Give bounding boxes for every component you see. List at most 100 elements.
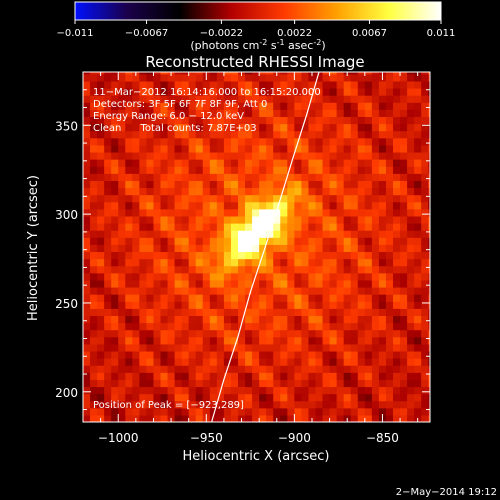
heatmap-cell — [273, 258, 281, 267]
heatmap-cell — [414, 95, 422, 103]
colorbar-tick-label: −0.0067 — [125, 28, 168, 39]
heatmap-cell — [407, 265, 415, 274]
heatmap-cell — [153, 386, 162, 395]
heatmap-cell — [245, 80, 253, 89]
heatmap-cell — [322, 166, 331, 174]
heatmap-cell — [350, 322, 359, 331]
heatmap-cell — [238, 329, 246, 338]
heatmap-cell — [364, 308, 373, 317]
heatmap-cell — [364, 102, 373, 110]
heatmap-cell — [139, 116, 148, 125]
heatmap-cell — [273, 102, 281, 110]
heatmap-cell — [238, 194, 246, 203]
heatmap-cell — [153, 407, 162, 416]
heatmap-cell — [118, 294, 126, 302]
heatmap-cell — [195, 73, 204, 82]
heatmap-cell — [322, 258, 331, 267]
solar-limb-curve — [211, 72, 320, 422]
heatmap-cell — [259, 87, 267, 96]
heatmap-cell — [223, 144, 232, 153]
heatmap-cell — [357, 73, 366, 82]
heatmap-cell — [428, 109, 430, 118]
heatmap-cell — [414, 151, 422, 160]
heatmap-cell — [216, 308, 225, 317]
heatmap-cell — [301, 407, 310, 416]
heatmap-cell — [400, 358, 408, 366]
heatmap-cell — [393, 286, 401, 295]
heatmap-cell — [160, 180, 169, 189]
heatmap-cell — [301, 336, 310, 345]
heatmap-cell — [343, 223, 352, 231]
heatmap-cell — [336, 230, 345, 238]
heatmap-cell — [407, 322, 415, 331]
heatmap-cell — [188, 201, 197, 210]
heatmap-cell — [428, 251, 430, 260]
heatmap-cell — [273, 73, 281, 82]
heatmap-image — [83, 72, 430, 422]
heatmap-cell — [287, 194, 295, 203]
chart-title: Reconstructed RHESSI Image — [145, 53, 364, 71]
heatmap-cell — [350, 386, 359, 395]
heatmap-cell — [322, 80, 331, 89]
heatmap-cell — [146, 365, 155, 373]
heatmap-cell — [407, 230, 415, 238]
heatmap-cell — [407, 159, 415, 167]
heatmap-cell — [90, 130, 98, 139]
heatmap-cell — [104, 343, 112, 352]
heatmap-cell — [301, 279, 310, 288]
heatmap-cell — [273, 372, 281, 380]
heatmap-cell — [259, 230, 267, 238]
heatmap-cell — [393, 279, 401, 288]
heatmap-cell — [146, 322, 155, 331]
heatmap-cell — [315, 258, 324, 267]
heatmap-cell — [421, 137, 429, 146]
heatmap-cell — [280, 386, 288, 395]
heatmap-cell — [428, 137, 430, 146]
heatmap-cell — [223, 72, 232, 75]
heatmap-cell — [252, 180, 260, 189]
heatmap-cell — [407, 279, 415, 288]
heatmap-cell — [414, 358, 422, 366]
heatmap-cell — [294, 251, 303, 260]
heatmap-cell — [97, 365, 105, 373]
heatmap-cell — [364, 400, 373, 409]
heatmap-cell — [97, 215, 105, 224]
colorbar-tick-label: −0.0022 — [200, 28, 243, 39]
heatmap-cell — [139, 201, 148, 210]
heatmap-cell — [287, 201, 295, 210]
heatmap-cell — [315, 265, 324, 274]
heatmap-cell — [111, 400, 119, 409]
heatmap-cell — [357, 400, 366, 409]
heatmap-cell — [266, 286, 274, 295]
heatmap-cell — [153, 258, 162, 267]
heatmap-cell — [202, 95, 211, 103]
heatmap-cell — [132, 407, 140, 416]
heatmap-cell — [97, 80, 105, 89]
heatmap-cell — [223, 372, 232, 380]
heatmap-cell — [259, 322, 267, 331]
heatmap-cell — [273, 407, 281, 416]
heatmap-cell — [308, 358, 317, 366]
heatmap-cell — [252, 159, 260, 167]
heatmap-cell — [407, 87, 415, 96]
heatmap-cell — [301, 166, 310, 174]
heatmap-cell — [202, 223, 211, 231]
heatmap-cell — [371, 166, 380, 174]
heatmap-cell — [343, 244, 352, 253]
heatmap-cell — [266, 379, 274, 388]
heatmap-cell — [223, 201, 232, 210]
heatmap-cell — [428, 87, 430, 96]
heatmap-cell — [315, 322, 324, 331]
heatmap-cell — [273, 251, 281, 260]
heatmap-cell — [223, 116, 232, 125]
heatmap-cell — [407, 286, 415, 295]
heatmap-cell — [350, 208, 359, 217]
heatmap-cell — [259, 80, 267, 89]
heatmap-cell — [371, 407, 380, 416]
heatmap-cell — [273, 322, 281, 331]
heatmap-cell — [202, 301, 211, 309]
heatmap-cell — [357, 414, 366, 422]
heatmap-cell — [273, 265, 281, 274]
heatmap-cell — [238, 87, 246, 96]
heatmap-cell — [90, 244, 98, 253]
